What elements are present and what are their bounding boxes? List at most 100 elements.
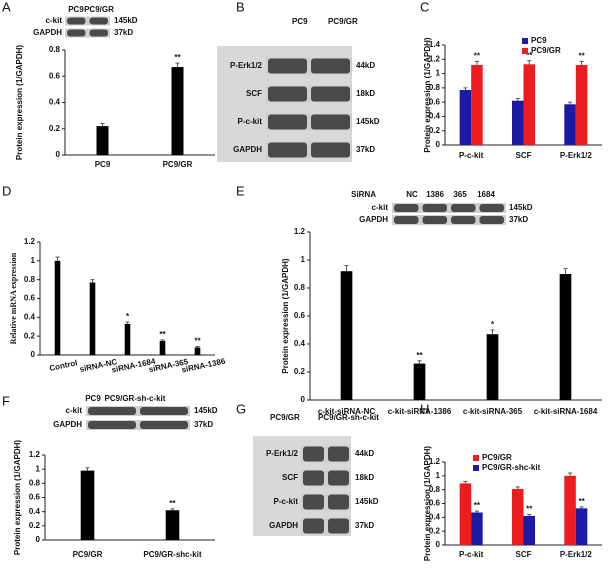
- y-tick-label: 0: [436, 540, 441, 549]
- significance: **: [194, 337, 201, 346]
- y-tick-label: 0: [56, 150, 61, 159]
- band-size: 37kD: [509, 215, 528, 224]
- x-tick-label: c-kit-siRNA-1386: [388, 407, 452, 416]
- legend-swatch: [522, 48, 528, 54]
- band: [328, 494, 349, 510]
- legend-label: PC9/GR: [531, 46, 561, 55]
- band: [140, 407, 188, 415]
- lane-label: 1684: [477, 190, 495, 199]
- y-tick-label: 0.4: [294, 339, 306, 348]
- band-size: 44kD: [356, 61, 375, 70]
- band-size: 18kD: [355, 473, 374, 482]
- band: [67, 17, 86, 25]
- y-tick-label: 0: [436, 140, 441, 149]
- band-size: 37kD: [355, 521, 374, 530]
- x-tick-label: siRNA-1386: [181, 356, 227, 374]
- lane-label: PC9/GR-sh-c-kit: [318, 413, 379, 422]
- x-tick-label: c-kit-siRNA-1684: [534, 407, 598, 416]
- band: [303, 446, 324, 462]
- bar: [80, 470, 95, 540]
- x-tick-label: P-c-kit: [459, 151, 484, 160]
- band: [479, 204, 504, 212]
- bar: [124, 323, 131, 355]
- band: [422, 204, 447, 212]
- lane-label: PC9/GR: [270, 413, 300, 422]
- significance: **: [174, 53, 181, 62]
- legend-label: PC9/GR: [482, 453, 512, 462]
- bar: [471, 512, 483, 545]
- lane-label: NC: [406, 190, 418, 199]
- band: [303, 494, 324, 510]
- x-tick-label: PC9: [95, 160, 111, 169]
- y-tick-label: 0.8: [429, 83, 441, 92]
- bar: [54, 260, 61, 355]
- panel-letter: E: [236, 183, 245, 198]
- row-label: SCF: [282, 473, 298, 482]
- legend-swatch: [473, 455, 479, 461]
- band: [88, 421, 136, 429]
- lane-label: 365: [453, 190, 467, 199]
- panel-letter: D: [2, 183, 11, 198]
- y-tick-label: 0: [36, 535, 41, 544]
- significance: **: [416, 351, 423, 360]
- band-size: 145kD: [194, 406, 218, 415]
- bar: [459, 90, 472, 145]
- y-axis-label: Protein expression (1/GAPDH): [423, 446, 432, 561]
- row-label: P-c-kit: [238, 117, 263, 126]
- band: [311, 86, 350, 102]
- lane-label: PC9: [85, 394, 101, 403]
- x-tick-label: PC9/GR: [163, 160, 193, 169]
- row-label: SCF: [246, 89, 262, 98]
- panel-letter: H: [420, 401, 429, 416]
- y-tick-label: 0.6: [429, 499, 441, 508]
- y-tick-label: 1.2: [24, 237, 36, 246]
- bar: [89, 282, 96, 355]
- x-tick-label: Control: [49, 358, 79, 373]
- x-tick-label: SCF: [516, 151, 532, 160]
- blot-strip: [86, 406, 190, 416]
- row-label: GAPDH: [33, 28, 62, 37]
- x-tick-label: P-Erk1/2: [560, 151, 593, 160]
- band: [451, 216, 476, 224]
- y-axis-label: Protein expression (1/GAPDH): [281, 258, 290, 373]
- y-tick-label: 0.6: [49, 71, 61, 80]
- y-tick-label: 0.6: [24, 294, 36, 303]
- band: [479, 216, 504, 224]
- y-tick-label: 1: [301, 255, 306, 264]
- x-tick-label: PC9/GR: [73, 550, 103, 559]
- bar: [165, 510, 180, 540]
- y-tick-label: 1.2: [294, 227, 306, 236]
- y-tick-label: 0.4: [429, 112, 441, 121]
- lane-label: 1386: [426, 190, 444, 199]
- bar: [564, 104, 576, 145]
- blot-strip: [392, 203, 506, 213]
- row-label: c-kit: [46, 16, 63, 25]
- bar: [486, 334, 499, 400]
- legend-swatch: [522, 38, 528, 44]
- panel-letter: A: [2, 0, 11, 14]
- significance: **: [526, 505, 533, 514]
- y-axis-label: Protein expression (1/GAPDH): [13, 440, 22, 555]
- y-tick-label: 0.4: [29, 507, 41, 516]
- x-tick-label: PC9/GR-shc-kit: [143, 550, 202, 559]
- lane-label: PC9/GR: [328, 17, 358, 26]
- y-tick-label: 1.2: [429, 54, 441, 63]
- y-tick-label: 0.6: [294, 311, 306, 320]
- band-size: 145kD: [509, 203, 533, 212]
- x-tick-label: c-kit-siRNA-NC: [318, 407, 376, 416]
- bar: [575, 65, 588, 145]
- band-size: 37kD: [194, 420, 213, 429]
- y-tick-label: 0.6: [429, 97, 441, 106]
- bar: [171, 67, 184, 155]
- bar: [459, 483, 472, 545]
- lane-label: PC9: [68, 5, 84, 14]
- bar: [523, 515, 536, 545]
- bar: [340, 271, 353, 400]
- band: [311, 58, 350, 74]
- significance: *: [491, 320, 495, 329]
- band: [328, 470, 349, 486]
- band: [89, 29, 108, 37]
- legend-label: PC9: [531, 36, 547, 45]
- significance: **: [169, 499, 176, 508]
